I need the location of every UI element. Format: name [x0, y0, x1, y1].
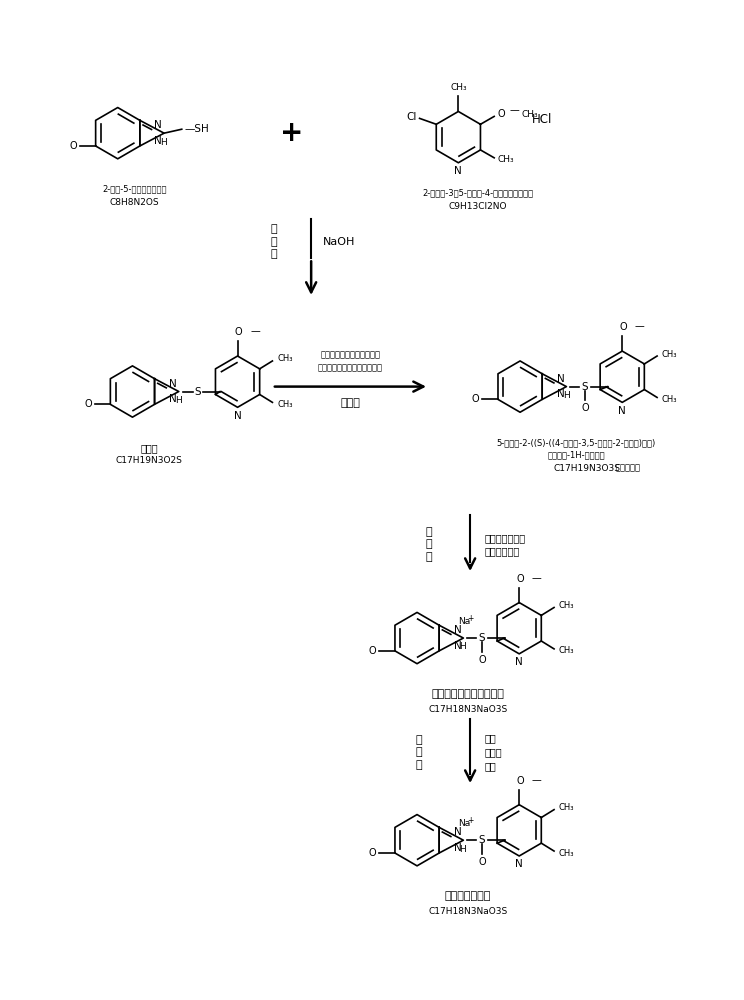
- Text: 中间体: 中间体: [141, 443, 158, 453]
- Text: —: —: [250, 326, 260, 336]
- Text: H: H: [562, 391, 569, 400]
- Text: O: O: [84, 399, 92, 409]
- Text: S: S: [581, 382, 588, 392]
- Text: C17H18N3NaO3S: C17H18N3NaO3S: [429, 907, 508, 916]
- Text: —SH: —SH: [185, 124, 209, 134]
- Text: C9H13Cl2NO: C9H13Cl2NO: [449, 202, 507, 211]
- Text: C17H18N3NaO3S: C17H18N3NaO3S: [429, 705, 508, 714]
- Text: CH₃: CH₃: [497, 155, 514, 164]
- Text: 步
骤
三: 步 骤 三: [426, 527, 432, 562]
- Text: N: N: [234, 411, 242, 421]
- Text: H: H: [460, 845, 466, 854]
- Text: N: N: [557, 374, 565, 384]
- Text: N: N: [155, 120, 162, 130]
- Text: 步
骤
四: 步 骤 四: [416, 735, 423, 770]
- Text: N: N: [557, 389, 565, 399]
- Text: CH₃: CH₃: [278, 354, 293, 363]
- Text: O: O: [620, 322, 627, 332]
- Text: CH₃: CH₃: [559, 803, 574, 812]
- Text: —: —: [510, 105, 519, 115]
- Text: 乙醇
活性炭
丙酮: 乙醇 活性炭 丙酮: [485, 733, 502, 771]
- Text: H: H: [175, 396, 182, 405]
- Text: O: O: [478, 857, 486, 867]
- Text: CH₃: CH₃: [662, 350, 678, 359]
- Text: —: —: [635, 321, 645, 331]
- Text: N: N: [155, 136, 162, 146]
- Text: C8H8N2OS: C8H8N2OS: [109, 198, 159, 207]
- Text: S: S: [478, 835, 485, 845]
- Text: O: O: [69, 141, 77, 151]
- Text: +: +: [280, 119, 304, 147]
- Text: N: N: [169, 394, 177, 404]
- Text: N: N: [454, 641, 461, 651]
- Text: O: O: [369, 848, 376, 858]
- Text: 酒石酸二乙酯、异丙醇钛、: 酒石酸二乙酯、异丙醇钛、: [321, 350, 380, 359]
- Text: N: N: [455, 166, 462, 176]
- Text: N: N: [454, 625, 461, 635]
- Text: Cl: Cl: [406, 112, 417, 122]
- Text: +: +: [467, 614, 473, 623]
- Text: CH₃: CH₃: [559, 601, 574, 610]
- Text: CH₃: CH₃: [559, 646, 574, 655]
- Text: O: O: [472, 394, 479, 404]
- Text: Na: Na: [458, 617, 471, 626]
- Text: O: O: [478, 655, 486, 665]
- Text: 二异丙基胺、过氧化氢异丙苯: 二异丙基胺、过氧化氢异丙苯: [318, 364, 383, 373]
- Text: CH₃: CH₃: [662, 395, 678, 404]
- Text: 2-巯基-5-甲氧基苯并咪唑: 2-巯基-5-甲氧基苯并咪唑: [102, 184, 167, 193]
- Text: CH₃: CH₃: [450, 83, 466, 92]
- Text: 艾司奥美拉唑钠（粗品）: 艾司奥美拉唑钠（粗品）: [432, 689, 504, 699]
- Text: O: O: [516, 776, 524, 786]
- Text: S: S: [478, 633, 485, 643]
- Text: CH₃: CH₃: [559, 849, 574, 858]
- Text: HCl: HCl: [532, 113, 552, 126]
- Text: O: O: [234, 327, 243, 337]
- Text: Na: Na: [458, 819, 471, 828]
- Text: （半成品）: （半成品）: [615, 464, 641, 473]
- Text: H: H: [460, 642, 466, 651]
- Text: 5-甲氧基-2-((S)-((4-甲氧基-3,5-二甲基-2-吡啶基)甲基): 5-甲氧基-2-((S)-((4-甲氧基-3,5-二甲基-2-吡啶基)甲基): [496, 438, 655, 447]
- Text: NaOH: NaOH: [323, 237, 356, 247]
- Text: N: N: [618, 406, 626, 416]
- Text: H: H: [160, 138, 167, 147]
- Text: O: O: [581, 403, 589, 413]
- Text: N: N: [169, 379, 177, 389]
- Text: C17H19N3O2S: C17H19N3O2S: [116, 456, 183, 465]
- Text: 氢氧化钠、甲醇
丙酮、活性炭: 氢氧化钠、甲醇 丙酮、活性炭: [485, 533, 526, 556]
- Text: —: —: [532, 573, 542, 583]
- Text: S: S: [194, 387, 201, 397]
- Text: CH₃: CH₃: [522, 110, 539, 119]
- Text: N: N: [516, 657, 523, 667]
- Text: O: O: [516, 574, 524, 584]
- Text: —: —: [532, 775, 542, 785]
- Text: O: O: [369, 646, 376, 656]
- Text: 步骤二: 步骤二: [341, 398, 360, 408]
- Text: +: +: [467, 816, 473, 825]
- Text: N: N: [454, 827, 461, 837]
- Text: C17H19N3O3S: C17H19N3O3S: [554, 464, 620, 473]
- Text: 艾司奥美拉唑钠: 艾司奥美拉唑钠: [445, 891, 491, 901]
- Text: 2-氯甲基-3，5-二甲基-4-甲氧基吡啶盐酸盐: 2-氯甲基-3，5-二甲基-4-甲氧基吡啶盐酸盐: [423, 188, 533, 197]
- Text: CH₃: CH₃: [278, 400, 293, 409]
- Text: O: O: [497, 109, 504, 119]
- Text: 亚磺酰基-1H-苯并咪唑: 亚磺酰基-1H-苯并咪唑: [548, 451, 605, 460]
- Text: N: N: [454, 843, 461, 853]
- Text: N: N: [516, 859, 523, 869]
- Text: 步
骤
一: 步 骤 一: [271, 224, 278, 259]
